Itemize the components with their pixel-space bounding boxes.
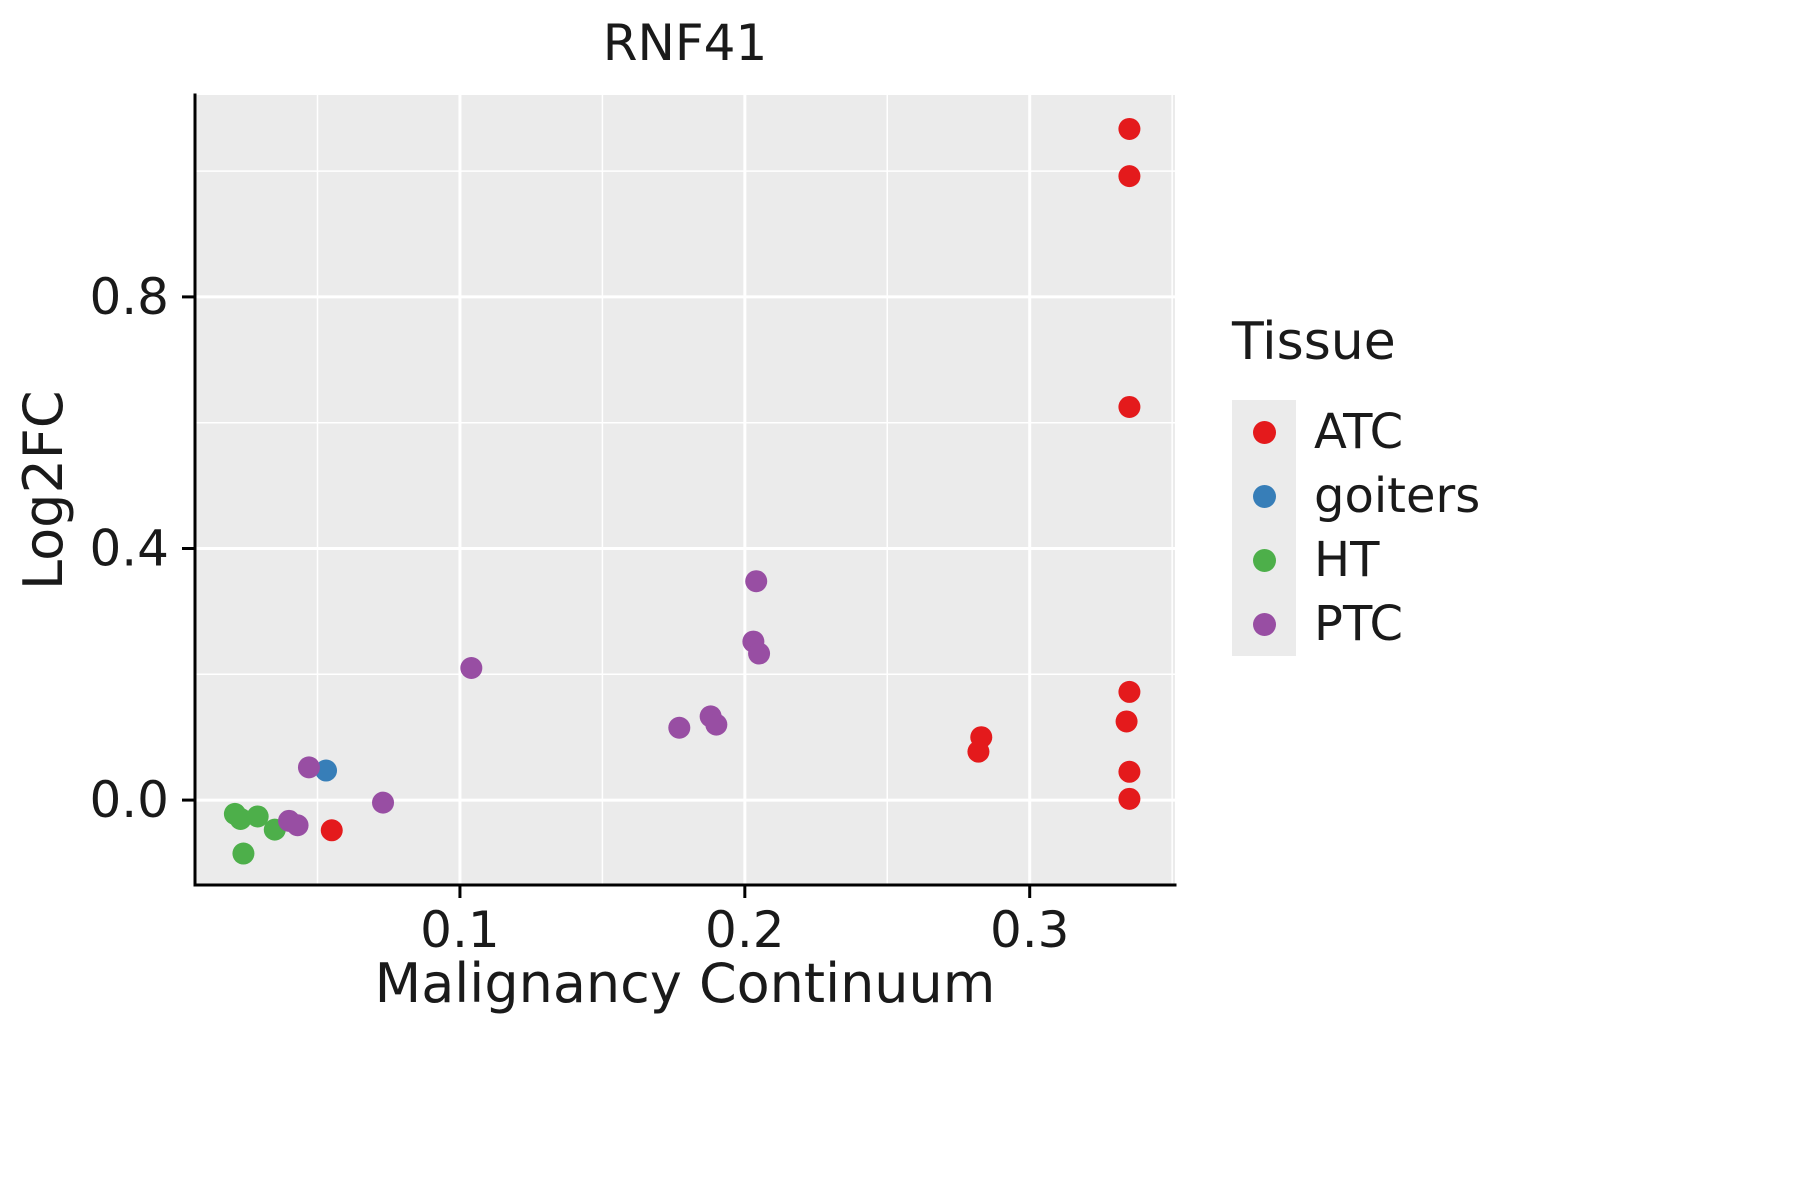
data-point-ATC [320,819,343,842]
data-point-HT [246,805,269,828]
legend-dot-icon [1252,548,1276,572]
legend-title: Tissue [1232,312,1396,372]
legend: Tissue ATC goiters HT PTC [1232,312,1480,656]
legend-dot-icon [1252,484,1276,508]
data-point-PTC [705,713,728,736]
legend-dot-icon [1252,420,1276,444]
data-point-HT [229,807,252,830]
data-point-ATC [967,740,990,763]
data-point-HT [232,842,255,865]
y-tick-label: 0.8 [89,268,169,326]
legend-items: ATC goiters HT PTC [1232,400,1480,656]
x-tick-label: 0.1 [420,901,500,959]
data-point-ATC [1118,165,1141,188]
data-point-PTC [745,570,768,593]
legend-item-HT: HT [1232,528,1480,592]
data-point-ATC [1118,760,1141,783]
legend-item-PTC: PTC [1232,592,1480,656]
data-point-ATC [1118,787,1141,810]
data-point-ATC [1118,117,1141,140]
data-point-PTC [297,756,320,779]
y-tick-label: 0.0 [89,771,169,829]
data-point-ATC [1118,395,1141,418]
legend-item-goiters: goiters [1232,464,1480,528]
legend-item-ATC: ATC [1232,400,1480,464]
legend-label: goiters [1314,468,1481,524]
data-point-PTC [460,657,483,680]
legend-key [1232,464,1296,528]
legend-label: PTC [1314,596,1403,652]
data-point-PTC [668,716,691,739]
data-point-ATC [1115,710,1138,733]
data-point-ATC [1118,680,1141,703]
x-tick-label: 0.3 [990,901,1070,959]
legend-key [1232,528,1296,592]
data-point-PTC [286,814,309,837]
legend-key [1232,592,1296,656]
plot-panel [195,95,1175,885]
x-axis-label: Malignancy Continuum [374,952,996,1015]
data-point-goiters [315,759,338,782]
data-point-PTC [372,791,395,814]
legend-key [1232,400,1296,464]
legend-label: ATC [1314,404,1404,460]
y-axis-label: Log2FC [12,390,75,590]
chart-title: RNF41 [602,14,768,72]
x-tick-label: 0.2 [705,901,785,959]
y-tick-label: 0.4 [89,519,169,577]
data-point-PTC [748,642,771,665]
legend-label: HT [1314,532,1380,588]
legend-dot-icon [1252,612,1276,636]
